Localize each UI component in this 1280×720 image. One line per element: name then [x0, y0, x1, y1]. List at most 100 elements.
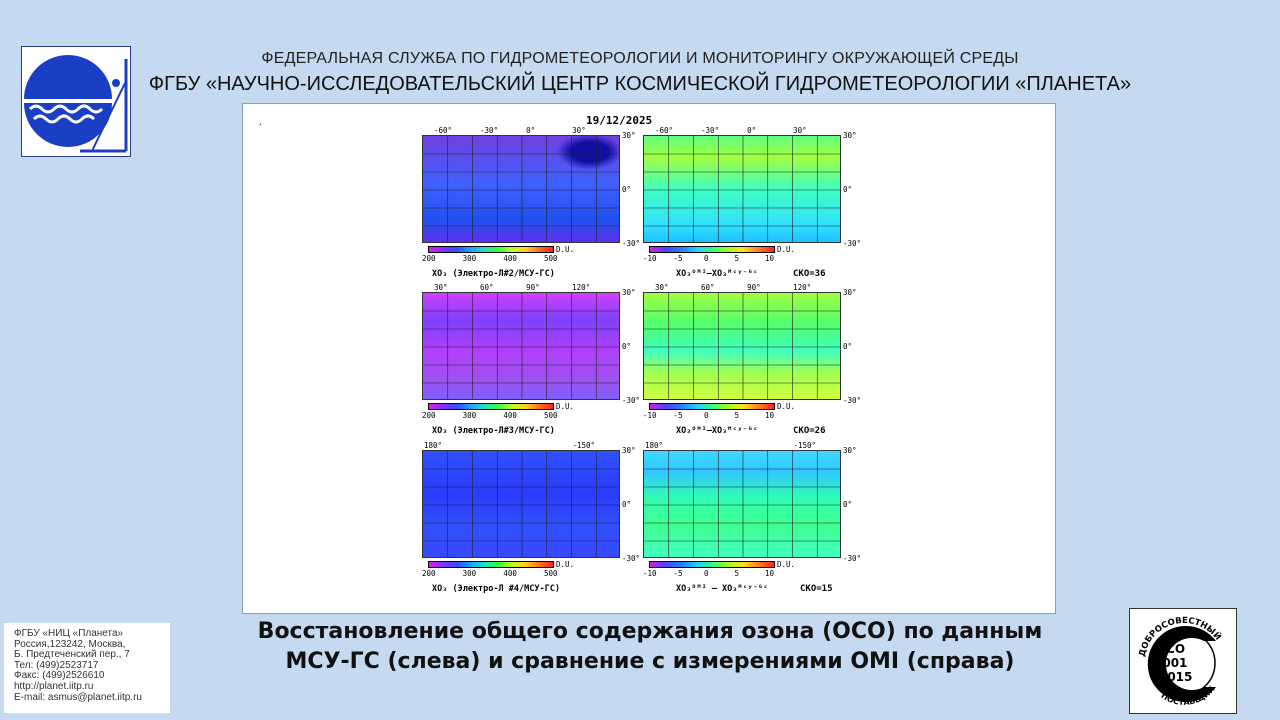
ozone-map-row2 — [422, 292, 620, 400]
contact-line: Россия,123242, Москва, — [14, 638, 126, 650]
unit-label: D.U. — [777, 560, 796, 569]
sko-value: СКО=15 — [800, 584, 833, 594]
map-grid — [644, 293, 840, 399]
map-grid — [644, 136, 840, 242]
colorbar-tick: 500 — [544, 254, 558, 263]
contact-line: Б. Предтеченский пер., 7 — [14, 649, 130, 661]
ozone-colorbar — [428, 246, 554, 253]
lat-tick: 0° — [622, 185, 632, 194]
bottom-title: Восстановление общего содержания озона (… — [240, 617, 1060, 677]
lat-tick: -30° — [843, 239, 862, 248]
colorbar-tick: -10 — [643, 569, 657, 578]
map-grid — [423, 293, 619, 399]
ozone-colorbar — [428, 403, 554, 410]
lat-tick: 30° — [622, 288, 636, 297]
lon-tick: 60° — [480, 283, 494, 292]
contact-line: Тел: (499)2523717 — [14, 659, 99, 671]
lon-tick: 90° — [526, 283, 540, 292]
iso-number: 9001 — [1154, 656, 1187, 670]
lat-tick: 0° — [843, 342, 853, 351]
planeta-logo-icon — [24, 55, 128, 153]
colorbar-tick: 0 — [704, 411, 709, 420]
lat-tick: 0° — [622, 342, 632, 351]
ozone-colorbar — [428, 561, 554, 568]
diff-map-row2 — [643, 292, 841, 400]
caption-difference: XO₃ᴼᴹᴵ–XO₃ᴹᶜʸ⁻ᴳᶜ — [676, 269, 758, 279]
diff-map-row3 — [643, 450, 841, 558]
lon-tick: 30° — [655, 283, 669, 292]
colorbar-tick: 5 — [734, 254, 740, 263]
map-grid — [423, 451, 619, 557]
lat-tick: -30° — [843, 396, 862, 405]
lon-tick: 30° — [793, 126, 807, 135]
colorbar-tick: 300 — [462, 254, 477, 263]
iso-code: ИСО — [1156, 642, 1185, 656]
lon-tick: 0° — [526, 126, 536, 135]
colorbar-tick: 0 — [704, 569, 709, 578]
unit-label: D.U. — [556, 402, 575, 411]
lon-tick: -30° — [480, 126, 499, 135]
lat-tick: 0° — [843, 500, 853, 509]
sko-value: СКО=26 — [793, 426, 826, 436]
unit-label: D.U. — [556, 245, 575, 254]
colorbar-tick: -10 — [643, 411, 657, 420]
contact-line: ФГБУ «НИЦ «Планета» — [14, 628, 124, 639]
lat-tick: 30° — [622, 131, 636, 140]
colorbar-tick: 400 — [503, 569, 517, 578]
caption-ozone: XO₃ (Электро-Л#3/МСУ-ГС) — [432, 426, 555, 436]
bottom-title-line1: Восстановление общего содержания озона (… — [257, 619, 1043, 644]
lon-tick: 120° — [793, 283, 812, 292]
map-grid — [644, 451, 840, 557]
colorbar-tick: 500 — [544, 411, 558, 420]
lat-tick: 30° — [843, 446, 857, 455]
lon-tick: 30° — [434, 283, 448, 292]
contact-line: Факс: (499)2526610 — [14, 670, 105, 682]
diff-colorbar — [649, 561, 775, 568]
ozone-map-row3 — [422, 450, 620, 558]
colorbar-tick: 300 — [462, 411, 477, 420]
colorbar-tick: -5 — [673, 569, 683, 578]
lat-tick: 30° — [622, 446, 636, 455]
iso-badge: ДОБРОСОВЕСТНЫЙ ПОСТАВЩИК ИСО 9001 -2015 — [1129, 608, 1237, 714]
bottom-title-line2: МСУ-ГС (слева) и сравнение с измерениями… — [285, 649, 1015, 674]
colorbar-tick: 0 — [704, 254, 709, 263]
diff-colorbar — [649, 403, 775, 410]
colorbar-tick: -5 — [673, 411, 683, 420]
lat-tick: 0° — [843, 185, 853, 194]
unit-label: D.U. — [777, 402, 796, 411]
colorbar-tick: 300 — [462, 569, 477, 578]
colorbar-tick: -5 — [673, 254, 683, 263]
lon-tick: -60° — [434, 126, 453, 135]
planeta-logo — [21, 46, 131, 157]
lat-tick: 30° — [843, 131, 857, 140]
colorbar-tick: 5 — [734, 569, 740, 578]
colorbar-tick: 500 — [544, 569, 558, 578]
lat-tick: 30° — [843, 288, 857, 297]
lon-tick: 120° — [572, 283, 591, 292]
caption-difference: XO₃ᴼᴹᴵ – XO₃ᴹᶜʸ⁻ᴳᶜ — [676, 584, 769, 594]
figure-dot: . — [258, 118, 263, 127]
colorbar-tick: -10 — [643, 254, 657, 263]
contact-line: http://planet.iitp.ru — [14, 680, 94, 692]
iso-year: -2015 — [1154, 670, 1192, 684]
colorbar-tick: 5 — [734, 411, 740, 420]
header-institute: ФГБУ «НАУЧНО-ИССЛЕДОВАТЕЛЬСКИЙ ЦЕНТР КОС… — [148, 73, 1132, 95]
colorbar-tick: 200 — [422, 569, 436, 578]
lon-tick: 0° — [747, 126, 757, 135]
lat-tick: -30° — [622, 239, 641, 248]
lat-tick: 0° — [622, 500, 632, 509]
lon-tick: -60° — [655, 126, 674, 135]
diff-colorbar — [649, 246, 775, 253]
contact-card: ФГБУ «НИЦ «Планета» Россия,123242, Москв… — [4, 623, 170, 713]
lat-tick: -30° — [843, 554, 862, 563]
unit-label: D.U. — [777, 245, 796, 254]
lon-tick: 90° — [747, 283, 761, 292]
diff-map-row1 — [643, 135, 841, 243]
colorbar-tick: 10 — [765, 411, 775, 420]
lon-tick: 30° — [572, 126, 586, 135]
iso-badge-icon: ДОБРОСОВЕСТНЫЙ ПОСТАВЩИК ИСО 9001 -2015 — [1137, 616, 1224, 707]
caption-ozone: XO₃ (Электро-Л #4/МСУ-ГС) — [432, 584, 560, 594]
header-agency: ФЕДЕРАЛЬНАЯ СЛУЖБА ПО ГИДРОМЕТЕОРОЛОГИИ … — [261, 50, 1019, 67]
caption-ozone: XO₃ (Электро-Л#2/МСУ-ГС) — [432, 269, 555, 279]
lon-tick: -150° — [793, 441, 817, 450]
